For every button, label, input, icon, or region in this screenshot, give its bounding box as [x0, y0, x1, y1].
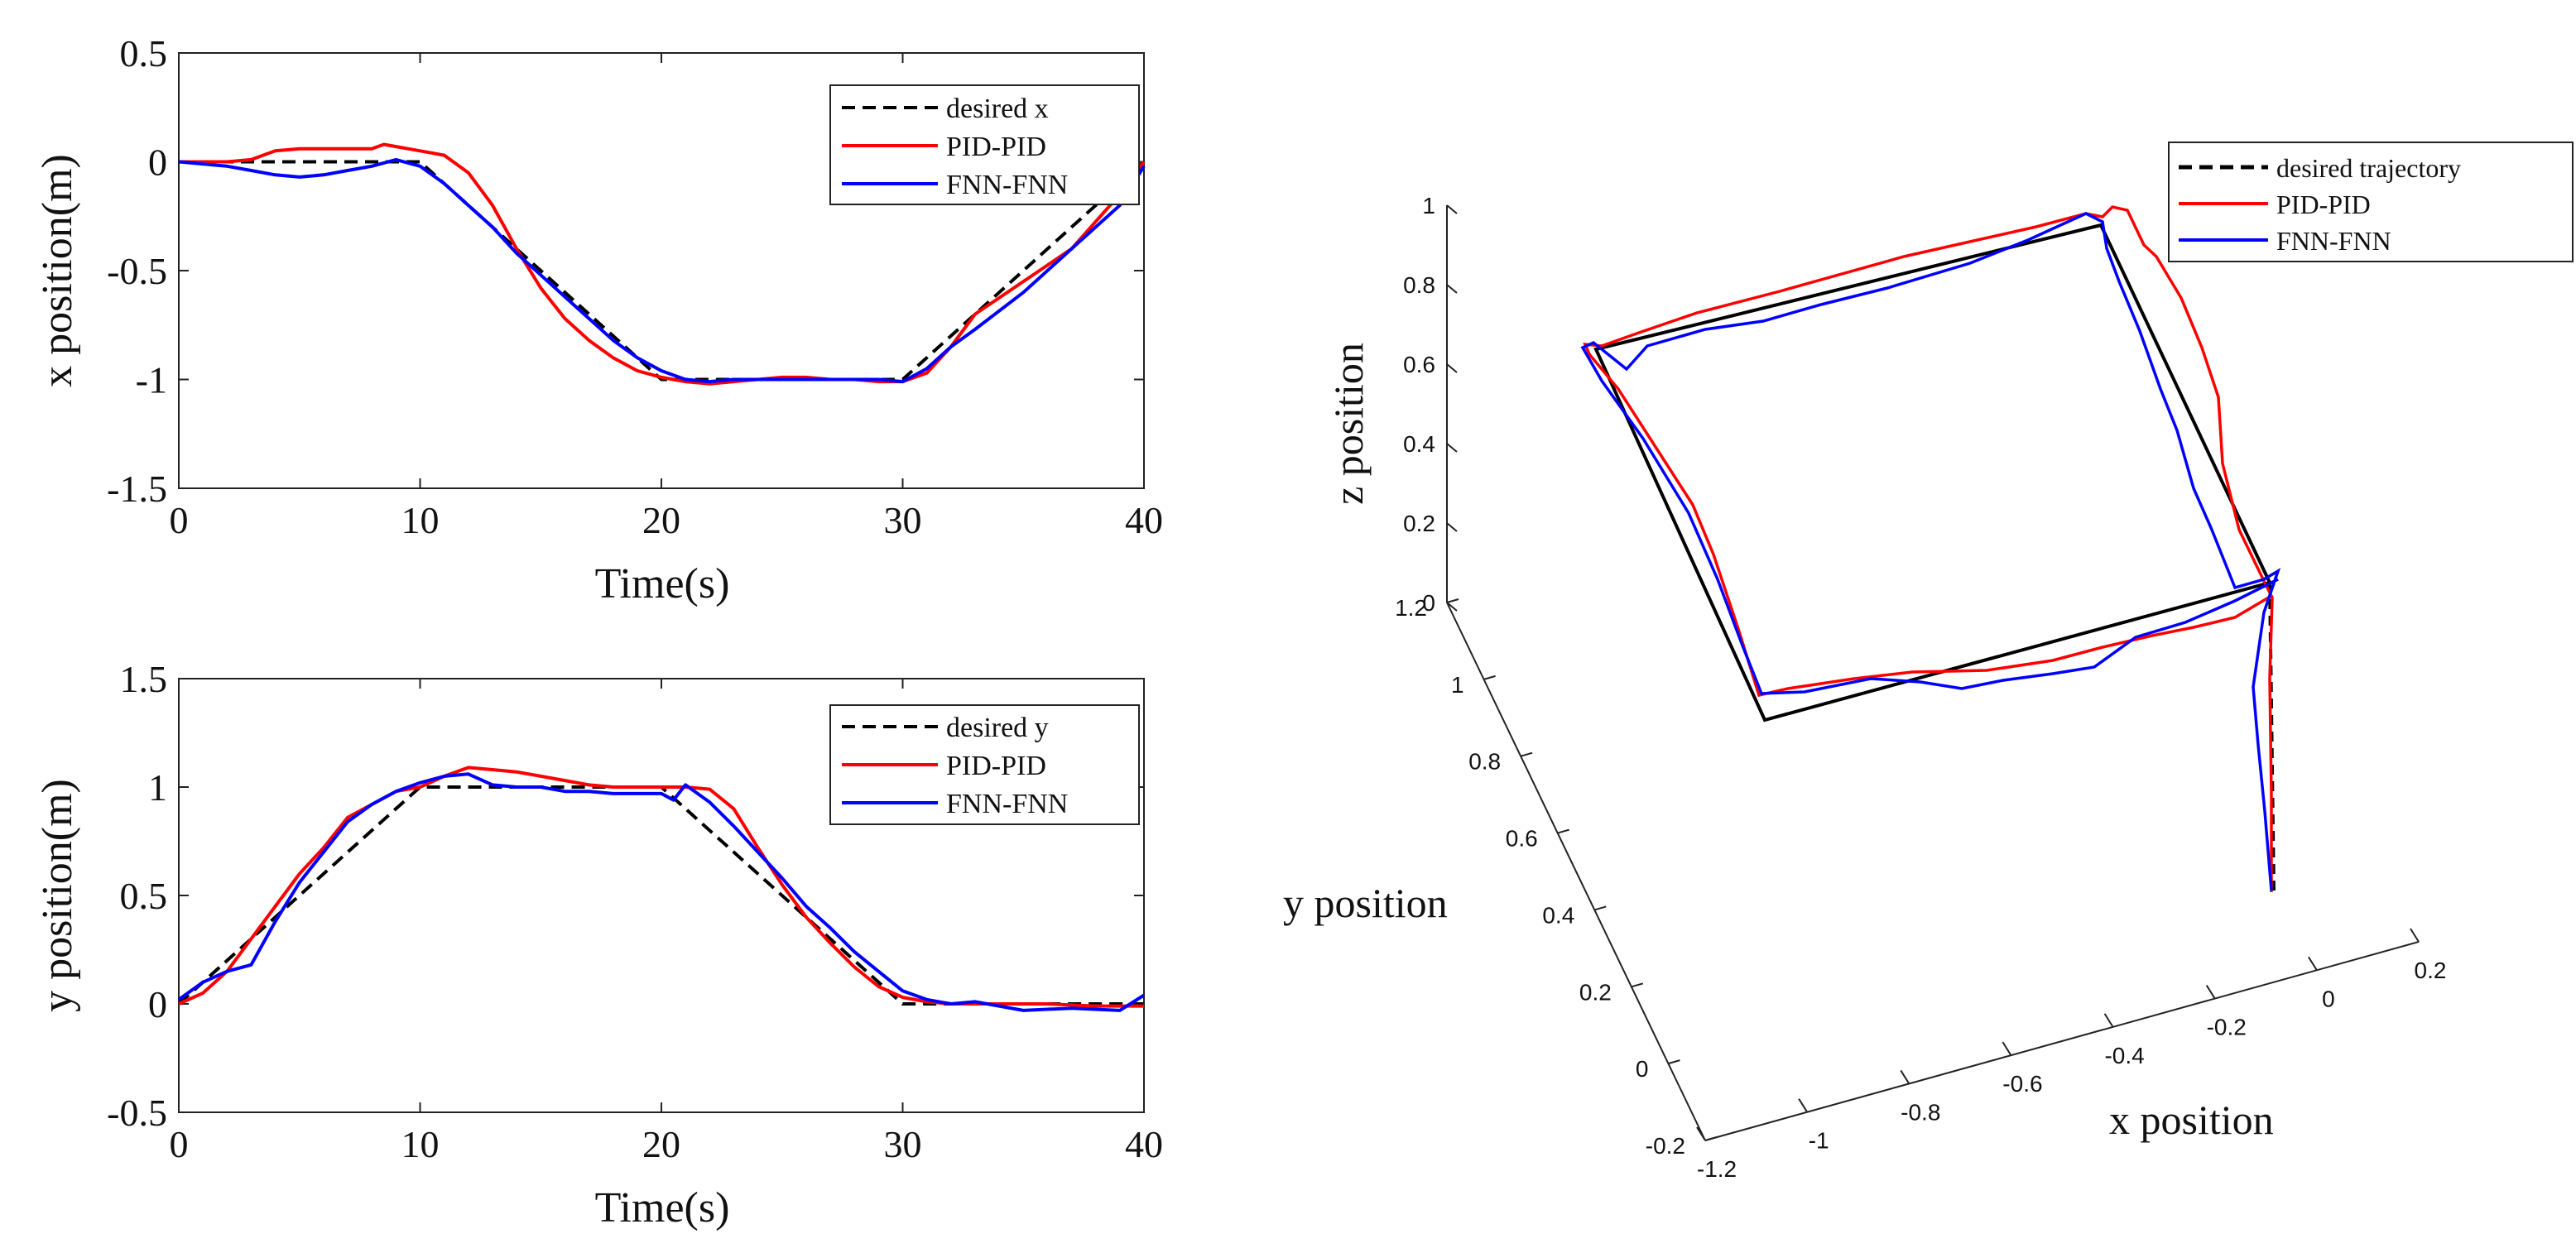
- x-axis-line: [1704, 941, 2420, 1141]
- y-tick-label: 0: [1636, 1056, 1649, 1082]
- legend-label-pid-pid: PID-PID: [946, 751, 1046, 781]
- series-fnn-fnn: [178, 157, 1146, 384]
- x-tick-label: -1: [1809, 1128, 1829, 1154]
- y-tick-label: -1: [136, 359, 167, 401]
- x-tick-label: -0.2: [2207, 1015, 2247, 1040]
- x-tick-mark: [2002, 1041, 2012, 1056]
- x-tick-label: 10: [401, 499, 440, 541]
- legend-label-fnn-fnn: FNN-FNN: [946, 170, 1068, 200]
- chart-x-legend: desired x PID-PID FNN-FNN: [829, 84, 1140, 205]
- x-tick-mark: [1696, 1126, 1706, 1141]
- z-tick-label: 0: [1422, 590, 1435, 616]
- y-tick-label: -0.5: [107, 250, 167, 292]
- x-tick-label: -0.8: [1901, 1099, 1940, 1125]
- y-tick-label: 0.2: [1579, 979, 1612, 1005]
- chart-x-position: 0.5 0 -0.5 -1 -1.5 0 10 20 30 40 Time(s) x posit…: [34, 32, 1163, 607]
- y-tick-label: 0.5: [120, 32, 168, 74]
- y-tick-mark: [1631, 982, 1644, 988]
- y-tick-label: 0.6: [1506, 826, 1538, 852]
- chart-3d-zlabel: z position: [1325, 343, 1372, 505]
- y-tick-label: 1.2: [1395, 595, 1427, 621]
- chart-x-xlabel: Time(s): [595, 560, 730, 607]
- y-tick-mark: [1483, 675, 1496, 680]
- chart-3d-xlabel: x position: [2109, 1097, 2274, 1143]
- legend-label-desired-y: desired y: [946, 713, 1049, 743]
- x-tick-label: 40: [1125, 499, 1163, 541]
- y-tick-mark: [1668, 1059, 1680, 1065]
- x-tick-label: 20: [642, 499, 680, 541]
- y-tick-label: 1: [148, 766, 167, 809]
- x-tick-mark: [2103, 1013, 2114, 1028]
- x-tick-label: -0.4: [2104, 1043, 2144, 1068]
- chart-y-position: 1.510.50-0.5 0 10 20 30 40 Time(s) y positio…: [34, 658, 1163, 1231]
- x-tick-label: 30: [884, 1123, 922, 1165]
- y-tick-mark: [1704, 1136, 1718, 1141]
- x-tick-label: 0: [170, 1123, 189, 1165]
- x-tick-label: -0.6: [2002, 1071, 2042, 1097]
- y-tick-mark: [1594, 905, 1607, 911]
- legend-label-fnn-fnn: FNN-FNN: [946, 789, 1068, 819]
- y-tick-label: -1.5: [107, 468, 167, 510]
- x-tick-label: 0.2: [2415, 958, 2447, 983]
- x-tick-label: 40: [1125, 1123, 1163, 1165]
- x-tick-label: 30: [884, 499, 922, 541]
- z-tick-label: 0.2: [1403, 511, 1435, 536]
- chart-y-ylabel: y position(m): [34, 779, 81, 1012]
- y-tick-label: 1.5: [120, 658, 168, 700]
- x-tick-mark: [2205, 985, 2216, 1000]
- x-tick-label: 10: [401, 1123, 440, 1165]
- chart-y-xlabel: Time(s): [595, 1184, 730, 1231]
- series-fnn-fnn: [177, 772, 1146, 1012]
- z-tick-label: 0.8: [1403, 272, 1435, 298]
- z-tick-mark: [1446, 204, 1458, 214]
- y-tick-label: -0.2: [1646, 1133, 1685, 1159]
- x-tick-label: -1.2: [1697, 1156, 1737, 1182]
- series-pid-pid-3d: [1583, 205, 2274, 892]
- x-tick-mark: [2410, 928, 2420, 943]
- y-tick-label: 0: [148, 983, 167, 1025]
- z-tick-mark: [1446, 443, 1458, 453]
- x-tick-mark: [1900, 1069, 1910, 1084]
- chart-3d-legend: desired trajectory PID-PID FNN-FNN: [2168, 142, 2574, 262]
- legend-label-desired-x: desired x: [946, 94, 1049, 124]
- series-pid-pid: [179, 142, 1146, 386]
- legend-label-pid-pid: PID-PID: [946, 132, 1046, 162]
- x-tick-label: 0: [2322, 986, 2335, 1011]
- x-tick-mark: [1798, 1098, 1808, 1113]
- series-fnn-fnn-3d: [1580, 212, 2281, 891]
- chart-x-ylabel: x position(m): [34, 154, 81, 387]
- z-tick-mark: [1446, 522, 1458, 532]
- x-tick-label: 20: [642, 1123, 680, 1165]
- y-tick-label: 0.8: [1468, 749, 1501, 775]
- chart-y-legend: desired y PID-PID FNN-FNN: [829, 704, 1140, 825]
- series-pid-pid: [178, 766, 1144, 1008]
- legend-label-desired-trajectory: desired trajectory: [2276, 153, 2461, 183]
- y-tick-label: -0.5: [107, 1092, 167, 1134]
- legend-label-pid-pid: PID-PID: [2276, 190, 2371, 219]
- x-tick-label: 0: [170, 499, 189, 541]
- y-tick-mark: [1520, 751, 1533, 757]
- y-tick-label: 0.4: [1542, 902, 1574, 928]
- chart-3d-trajectory: 0 0.2 0.4 0.6 0.8 1 -0.2 0 0.2 0.4 0.6 0.8 1 1.2 -1.…: [1283, 142, 2574, 1182]
- legend-label-fnn-fnn: FNN-FNN: [2276, 226, 2391, 256]
- series-desired-trajectory: [1593, 223, 2272, 723]
- z-tick-label: 0.6: [1403, 352, 1435, 377]
- y-tick-label: 1: [1451, 672, 1464, 698]
- y-tick-mark: [1446, 598, 1459, 603]
- chart-3d-ylabel: y position: [1283, 880, 1448, 926]
- y-tick-label: 0.5: [120, 875, 168, 917]
- y-tick-label: 0: [148, 142, 167, 184]
- z-tick-mark: [1446, 284, 1458, 294]
- y-axis-line: [1446, 602, 1706, 1141]
- z-tick-mark: [1446, 602, 1458, 612]
- y-tick-mark: [1557, 828, 1569, 834]
- x-tick-mark: [2308, 956, 2318, 971]
- z-tick-mark: [1446, 363, 1458, 373]
- z-tick-label: 1: [1422, 193, 1435, 218]
- z-tick-label: 0.4: [1403, 431, 1435, 457]
